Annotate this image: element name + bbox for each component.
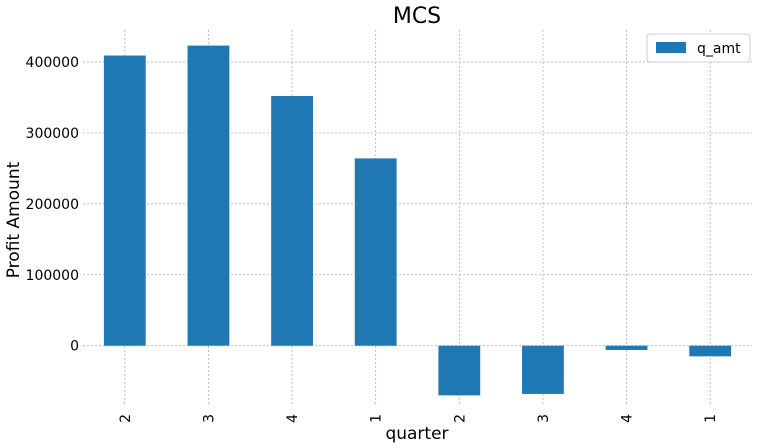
legend-box xyxy=(646,33,751,63)
legend-label: q_amt xyxy=(697,41,741,57)
x-tick-label: 1 xyxy=(369,414,385,423)
bar xyxy=(187,45,230,346)
grid xyxy=(83,30,752,406)
x-tick-label: 3 xyxy=(201,414,217,423)
x-axis-title: quarter xyxy=(385,424,448,444)
bar xyxy=(522,345,564,394)
y-tick-label: 200000 xyxy=(26,197,79,213)
y-axis-title: Profit Amount xyxy=(4,161,24,278)
x-tick-label: 2 xyxy=(452,414,468,423)
x-tick-label: 2 xyxy=(118,414,134,423)
x-axis-ticks: 2 3 4 1 2 3 4 1 xyxy=(118,414,719,423)
y-axis-ticks: 0 100000 200000 300000 400000 xyxy=(26,55,79,355)
bar xyxy=(689,345,732,357)
bar xyxy=(271,95,313,346)
bar xyxy=(354,158,397,346)
y-tick-label: 400000 xyxy=(26,55,79,71)
y-tick-label: 100000 xyxy=(26,268,79,284)
chart-title: MCS xyxy=(393,4,441,29)
bar xyxy=(438,345,481,396)
legend: q_amt xyxy=(646,33,751,63)
bar xyxy=(605,345,648,350)
y-tick-label: 300000 xyxy=(26,126,79,142)
x-tick-label: 1 xyxy=(703,414,719,423)
bar xyxy=(103,55,146,346)
x-tick-label: 3 xyxy=(536,414,552,423)
legend-swatch xyxy=(656,42,686,53)
bars xyxy=(103,45,732,396)
y-tick-label: 0 xyxy=(70,339,79,355)
x-tick-label: 4 xyxy=(285,414,301,423)
x-tick-label: 4 xyxy=(620,414,636,423)
